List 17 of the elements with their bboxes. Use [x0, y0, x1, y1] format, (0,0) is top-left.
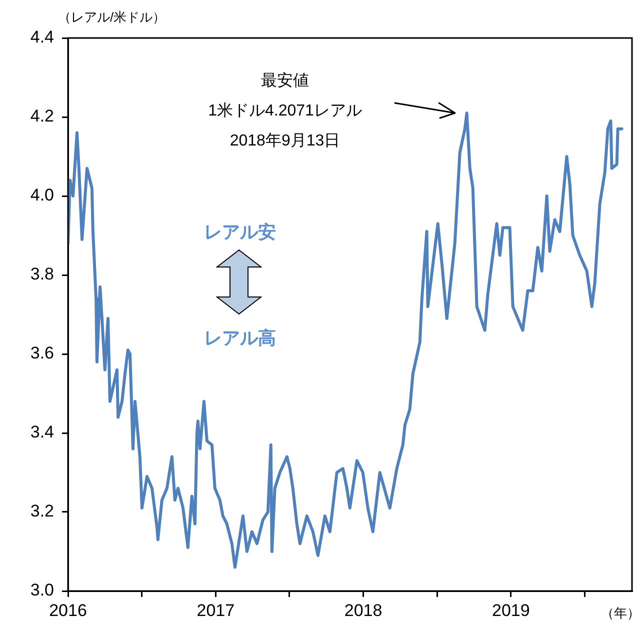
x-tick-label: 2016: [49, 600, 87, 620]
annotation: 最安値 1米ドル4.2071レアル 2018年9月13日: [208, 71, 362, 150]
annotation: レアル高: [204, 328, 276, 348]
y-tick-label: 3.6: [30, 344, 54, 363]
x-tick-label: 2019: [492, 600, 530, 620]
y-tick-label: 3.0: [30, 580, 54, 600]
y-tick-label: 4.4: [30, 28, 54, 47]
y-axis-title: （レアル/米ドル）: [58, 10, 166, 25]
x-axis-title: （年）: [601, 606, 640, 621]
x-tick-label: 2018: [344, 600, 382, 620]
y-tick-label: 3.4: [30, 422, 54, 442]
y-tick-label: 4.2: [30, 106, 54, 126]
annotation: レアル安: [204, 222, 276, 242]
y-tick-label: 3.8: [30, 264, 54, 284]
y-tick-label: 3.2: [30, 502, 54, 521]
y-tick-label: 4.0: [30, 186, 54, 205]
x-tick-label: 2017: [196, 600, 235, 620]
